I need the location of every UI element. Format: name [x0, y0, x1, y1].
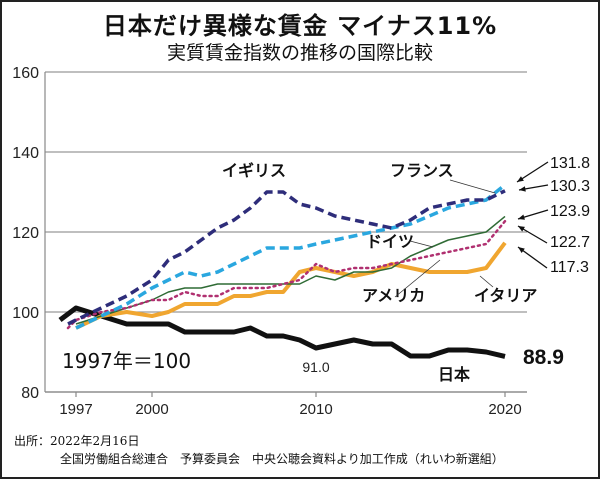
annotation-91: 91.0 [302, 359, 329, 375]
series-label-usa: アメリカ [362, 286, 425, 305]
arrow-head [517, 176, 524, 182]
series-label-italy: イタリア [474, 286, 537, 305]
y-tick-label: 100 [12, 305, 39, 322]
arrow-head [519, 186, 526, 192]
leader-line [479, 275, 494, 288]
source-line-1: 出所：2022年2月16日 [14, 434, 140, 448]
x-tick-label: 2020 [488, 401, 521, 418]
y-tick-label: 140 [12, 145, 39, 162]
y-tick-label: 120 [12, 225, 39, 242]
x-tick-label: 2010 [299, 401, 332, 418]
x-tick-label: 2000 [135, 401, 168, 418]
end-value-label: 122.7 [550, 234, 590, 251]
y-tick-label: 160 [12, 65, 39, 82]
chart-title: 日本だけ異様な賃金 マイナス11% [102, 12, 498, 40]
series-label-france: フランス [390, 161, 454, 180]
base-year-note: 1997年＝100 [62, 349, 191, 373]
end-value-label: 117.3 [550, 259, 589, 276]
source-line-2: 全国労働組合総連合 予算委員会 中央公聴会資料より加工作成（れいわ新選組） [60, 452, 504, 466]
series-line-france [75, 183, 507, 330]
end-value-label: 123.9 [550, 203, 590, 220]
series-line-italy [75, 241, 507, 330]
x-tick-label: 1997 [59, 401, 92, 418]
series-label-uk: イギリス [222, 161, 286, 180]
end-value-label: 131.8 [550, 155, 590, 172]
series-line-usa [66, 219, 507, 330]
y-tick-label: 80 [21, 385, 39, 402]
leader-line [449, 179, 496, 194]
arrow-head [518, 247, 525, 253]
chart-subtitle: 実質賃金指数の推移の国際比較 [166, 42, 433, 64]
arrow-head [518, 214, 525, 220]
series-label-germany: ドイツ [366, 232, 414, 251]
series-line-uk [67, 189, 506, 326]
series-line-japan [58, 305, 506, 359]
arrow-head [518, 226, 525, 232]
source-note: 出所：2022年2月16日 全国労働組合総連合 予算委員会 中央公聴会資料より加… [14, 432, 504, 468]
annotation-japan-end: 88.9 [523, 346, 564, 369]
leader-line [394, 259, 441, 298]
series-label-japan: 日本 [438, 365, 470, 384]
end-value-label: 130.3 [550, 178, 590, 195]
leader-line [409, 240, 434, 248]
